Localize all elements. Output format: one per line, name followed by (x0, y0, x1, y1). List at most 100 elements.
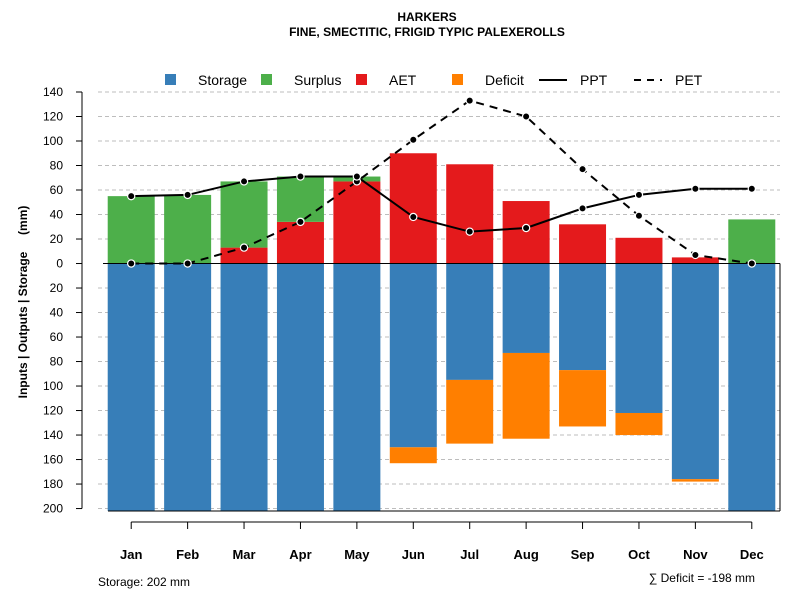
pet-point (521, 112, 531, 121)
storage-bar (164, 263, 212, 511)
y-tick-label: 80 (50, 355, 64, 369)
ppt-point (521, 223, 531, 233)
pet-point (691, 250, 700, 260)
y-tick-label: 60 (50, 183, 64, 197)
pet-point (183, 259, 192, 268)
aet-bar (615, 237, 663, 264)
deficit-bar (671, 479, 719, 482)
y-tick-label: 200 (43, 502, 63, 516)
legend-swatch (261, 74, 272, 85)
bars (103, 153, 781, 512)
ppt-point (352, 172, 362, 181)
storage-bar (728, 263, 776, 511)
chart-subtitle: FINE, SMECTITIC, FRIGID TYPIC PALEXEROLL… (289, 25, 565, 39)
storage-bar (446, 263, 494, 380)
legend-label: PET (675, 72, 703, 88)
y-tick-label: 20 (50, 281, 64, 295)
ppt-line (131, 175, 752, 233)
aet-bar (389, 153, 437, 264)
legend: Storage Surplus AET Deficit PPT PET (165, 72, 703, 88)
x-tick-label: Jul (460, 547, 479, 562)
legend-label: Storage (198, 72, 247, 88)
surplus-bar (728, 219, 776, 264)
deficit-bar (559, 370, 607, 427)
y-tick-label: 140 (43, 85, 63, 99)
surplus-bar (107, 196, 155, 264)
axes: 1401201008060402002040608010012014016018… (43, 85, 764, 562)
aet-bar (276, 221, 324, 264)
ppt-point (183, 190, 192, 200)
pet-point (296, 217, 305, 227)
x-tick-label: Jun (402, 547, 425, 562)
ppt-point (296, 172, 305, 181)
aet-bar (446, 164, 494, 264)
y-tick-label: 160 (43, 453, 63, 467)
storage-bar (107, 263, 155, 511)
y-tick-label: 40 (50, 208, 64, 222)
x-tick-label: Nov (683, 547, 708, 562)
legend-swatch (356, 74, 367, 85)
x-tick-label: Jan (120, 547, 142, 562)
y-tick-label: 20 (50, 232, 64, 246)
storage-bar (220, 263, 268, 511)
ppt-point (409, 212, 418, 222)
ppt-point (634, 190, 644, 200)
legend-swatch (452, 74, 463, 85)
storage-bar (671, 263, 719, 480)
x-tick-label: Aug (513, 547, 538, 562)
pet-point (578, 164, 587, 174)
surplus-bar (164, 194, 212, 264)
pet-point (634, 211, 644, 220)
y-tick-label: 180 (43, 477, 63, 491)
deficit-bar (615, 412, 663, 436)
storage-bar (276, 263, 324, 511)
x-tick-label: Mar (232, 547, 255, 562)
deficit-bar (389, 447, 437, 464)
ppt-point (747, 184, 756, 193)
pet-point (747, 259, 756, 268)
x-tick-label: May (344, 547, 370, 562)
y-tick-label: 40 (50, 306, 64, 320)
legend-label: AET (389, 72, 417, 88)
storage-bar (389, 263, 437, 448)
x-tick-label: Dec (740, 547, 764, 562)
pet-line (131, 99, 752, 265)
storage-bar (559, 263, 607, 371)
storage-bar (333, 263, 381, 511)
deficit-bar (502, 352, 550, 439)
legend-label: PPT (580, 72, 608, 88)
surplus-bar (276, 176, 324, 222)
lines (127, 96, 756, 268)
x-tick-label: Feb (176, 547, 199, 562)
pet-point (409, 135, 418, 144)
deficit-footer: ∑ Deficit = -198 mm (649, 571, 755, 585)
aet-bar (333, 181, 381, 264)
storage-footer: Storage: 202 mm (98, 575, 190, 589)
ppt-point (239, 177, 249, 186)
ppt-point (465, 227, 474, 236)
surplus-bar (220, 181, 268, 248)
y-tick-label: 60 (50, 330, 64, 344)
ppt-point (691, 184, 700, 193)
y-tick-label: 80 (50, 159, 64, 173)
aet-bar (502, 201, 550, 264)
y-tick-label: 120 (43, 404, 63, 418)
aet-bar (671, 257, 719, 264)
y-tick-label: 100 (43, 379, 63, 393)
legend-swatch (165, 74, 176, 85)
x-tick-label: Sep (571, 547, 595, 562)
y-tick-label: 0 (56, 257, 63, 271)
chart-title: HARKERS (397, 10, 456, 24)
aet-bar (559, 224, 607, 264)
pet-point (239, 243, 249, 252)
x-tick-label: Apr (289, 547, 311, 562)
ppt-point (127, 191, 136, 201)
y-tick-label: 140 (43, 428, 63, 442)
y-tick-label: 100 (43, 134, 63, 148)
storage-bar (615, 263, 663, 413)
x-tick-label: Oct (628, 547, 650, 562)
legend-label: Deficit (485, 72, 524, 88)
y-tick-label: 120 (43, 110, 63, 124)
y-axis-label: Inputs | Outputs | Storage (mm) (16, 206, 30, 399)
